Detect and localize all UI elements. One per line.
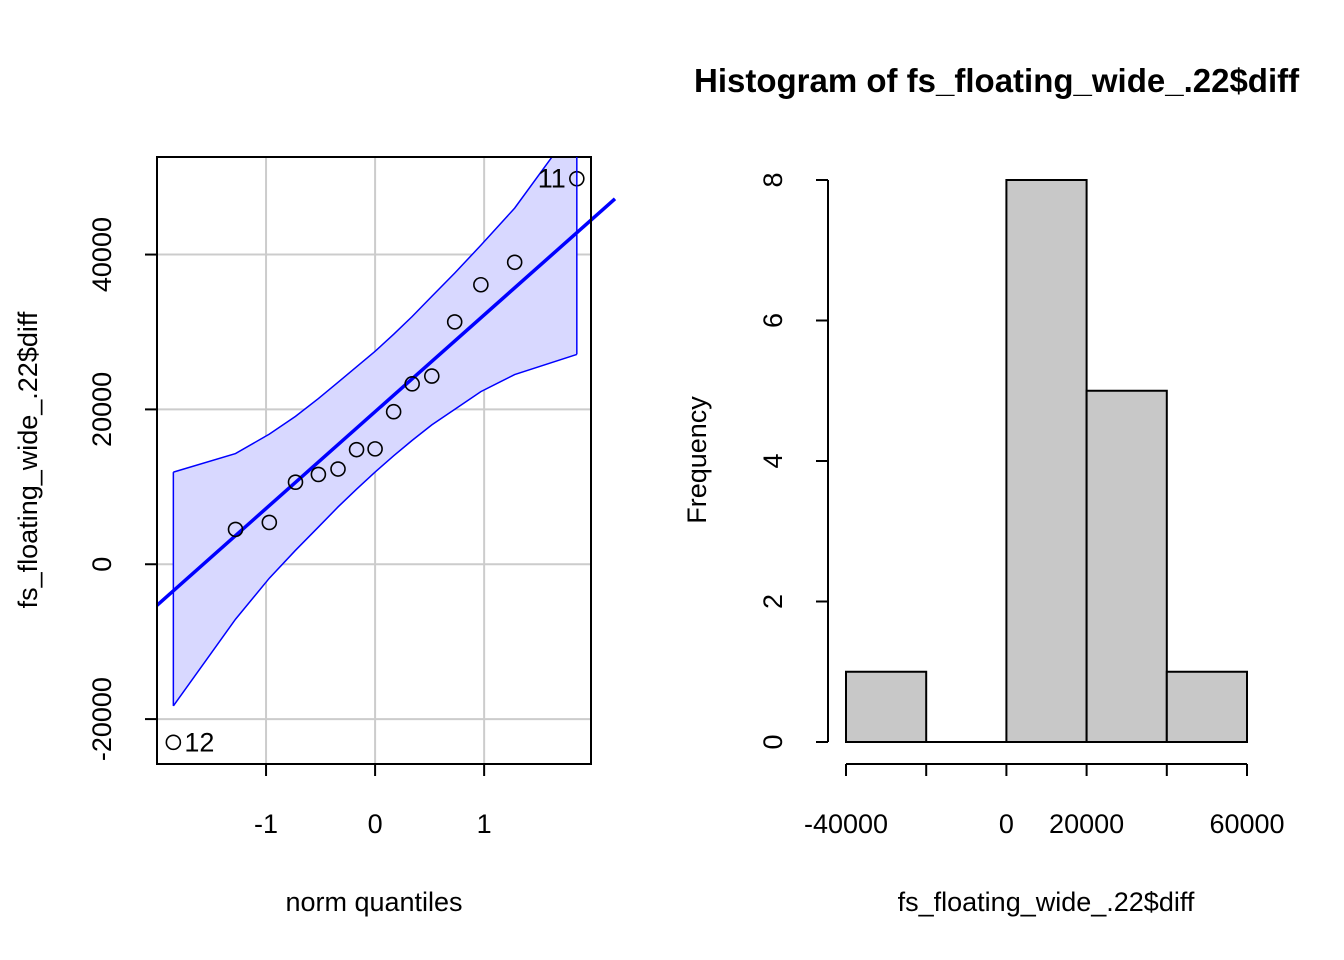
histogram-y-axis: 0 2 4 6 8 [758,172,829,750]
qq-point [227,521,244,538]
qq-y-tick-label: 20000 [87,372,117,447]
qq-y-axis-title: fs_floating_wide_.22$diff [13,311,43,608]
histogram-bar [1165,670,1249,743]
qq-confidence-band [173,157,577,706]
qq-envelope-lower-line [172,353,578,707]
histogram-bar [1085,389,1168,743]
histogram-x-tick-label: 60000 [1209,809,1284,839]
qq-point [385,403,402,420]
qq-y-tick-label: -20000 [87,677,117,761]
qq-point [165,734,182,751]
histogram-x-axis: -40000 0 20000 60000 [804,763,1285,839]
qq-x-axis-title: norm quantiles [285,887,462,917]
qq-point [423,368,440,384]
qq-plot-frame [156,156,592,765]
qq-point-label: 11 [538,164,566,194]
histogram-y-tick-label: 0 [758,734,788,749]
qq-point [287,474,304,490]
qq-point [446,314,463,330]
qq-point [506,254,523,271]
qq-band-edges [172,157,578,706]
qq-x-tick-label: -1 [254,809,278,839]
qq-x-tick-label: 0 [368,809,383,839]
qq-point [473,276,489,293]
qq-point [330,461,346,477]
qq-y-tick-label: 40000 [87,217,117,292]
qq-point [367,441,383,457]
histogram-bar [1005,179,1088,743]
histogram-bar [845,670,928,743]
qq-reference-line [157,197,617,607]
qq-point-label: 12 [184,727,214,757]
qq-point-labels: 12 11 [184,164,565,758]
qq-point [310,466,327,483]
qq-points [165,170,585,751]
histogram-y-tick-label: 4 [758,453,788,468]
qq-y-axis: -20000 0 20000 40000 [87,217,157,761]
histogram-y-axis-title: Frequency [682,396,712,524]
histogram-panel: Histogram of fs_floating_wide_.22$diff -… [682,62,1300,917]
histogram-title: Histogram of fs_floating_wide_.22$diff [694,62,1300,99]
qq-x-tick-label: 1 [477,809,492,839]
histogram-y-tick-label: 8 [758,172,788,187]
histogram-x-tick-label: 20000 [1049,809,1124,839]
qq-plot-panel: 12 11 -1 0 1 -20000 0 20000 40000 norm quantil… [13,156,617,917]
histogram-y-tick-label: 2 [758,594,788,609]
qq-x-axis: -1 0 1 [254,764,492,839]
histogram-x-axis-title: fs_floating_wide_.22$diff [898,887,1195,917]
qq-point [404,376,420,392]
histogram-x-tick-label: -40000 [804,809,888,839]
qq-envelope-upper-line [173,157,553,473]
histogram-bars [845,179,1249,743]
qq-point [348,441,365,458]
qq-point [261,514,278,531]
histogram-y-tick-label: 6 [758,313,788,328]
qq-y-tick-label: 0 [87,557,117,572]
histogram-x-tick-label: 0 [999,809,1014,839]
